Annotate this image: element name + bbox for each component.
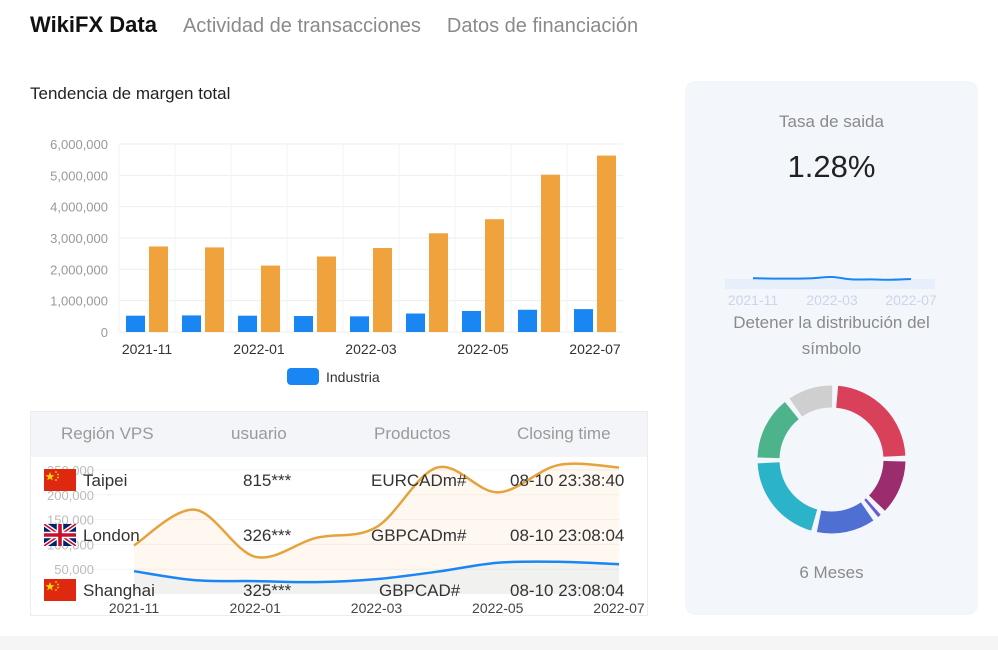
stats-side-panel: Tasa de saida 1.28% 2021-11 2022-03 2022-0… (685, 81, 978, 615)
y-tick-label: 150,000 (47, 513, 94, 528)
table-row[interactable]: Shanghai 325*** GBPCAD# 08-10 23:08:04 (31, 573, 647, 613)
bar-total-margin (149, 246, 168, 332)
bar-industria (126, 315, 145, 332)
vps-table: 50,000100,000150,000200,000250,0002021-1… (30, 411, 648, 616)
china-flag-icon (44, 579, 76, 601)
orange-series-line (133, 462, 620, 559)
y-tick-label: 50,000 (54, 562, 94, 577)
donut-segment (757, 462, 818, 531)
y-tick-label: 0 (101, 325, 108, 340)
row-user: 325*** (243, 581, 292, 600)
sparkline-area (725, 279, 935, 289)
donut-segment (836, 385, 906, 457)
y-tick-label: 2,000,000 (50, 262, 108, 277)
y-tick-label: 3,000,000 (50, 231, 108, 246)
row-product: EURCADm# (371, 471, 467, 490)
x-tick-label: 2022-03 (351, 600, 403, 616)
bar-total-margin (205, 247, 224, 332)
x-tick-label: 2022-07 (569, 341, 621, 357)
donut-segment (864, 498, 881, 517)
row-user: 815*** (243, 471, 292, 490)
exit-rate-label: Tasa de saida (779, 112, 884, 131)
tab-datos-financiacion[interactable]: Datos de financiación (446, 15, 639, 37)
exit-rate-value: 1.28% (787, 149, 876, 184)
row-product: GBPCADm# (371, 526, 467, 545)
row-user: 326*** (243, 526, 292, 545)
bar-industria (238, 315, 257, 332)
tab-actividad-transacciones[interactable]: Actividad de transacciones (182, 15, 421, 37)
orange-area (134, 463, 619, 594)
sparkline-x-label: 2022-03 (806, 292, 858, 308)
symbol-distribution-label: Detener la distribución del símbolo (733, 313, 930, 358)
bottom-divider (0, 636, 998, 650)
x-tick-label: 2022-01 (233, 341, 285, 357)
bar-total-margin (541, 174, 560, 332)
exit-rate-sparkline: 2021-11 2022-03 2022-07 (725, 275, 937, 308)
x-tick-label: 2022-07 (593, 600, 645, 616)
row-product: GBPCAD# (379, 581, 461, 600)
y-tick-label: 5,000,000 (50, 168, 108, 183)
blue-series-line (133, 560, 620, 584)
bar-total-margin (429, 233, 448, 332)
donut-segment (816, 502, 874, 534)
header-region: Región VPS (61, 424, 154, 443)
table-row[interactable]: London 326*** GBPCADm# 08-10 23:08:04 (31, 518, 647, 558)
donut-segment (757, 402, 799, 459)
header-productos: Productos (374, 424, 451, 443)
bar-industria (294, 316, 313, 332)
sparkline-x-label: 2021-11 (728, 292, 779, 308)
y-tick-label: 4,000,000 (50, 200, 108, 215)
row-time: 08-10 23:08:04 (510, 581, 625, 600)
bar-industria (518, 309, 537, 332)
x-tick-label: 2022-03 (345, 341, 397, 357)
blue-area (134, 561, 619, 594)
x-tick-label: 2021-11 (122, 341, 173, 357)
bar-industria (182, 315, 201, 332)
row-region: Shanghai (83, 581, 155, 600)
table-row[interactable]: Taipei 815*** EURCADm# 08-10 23:38:40 (31, 463, 647, 503)
header-closing-time: Closing time (517, 424, 611, 443)
bar-industria (350, 316, 369, 332)
legend-swatch-industria (287, 368, 319, 385)
x-tick-label: 2022-01 (230, 600, 282, 616)
sparkline-line (752, 275, 912, 281)
vps-table-header (31, 412, 647, 457)
legend-label-industria: Industria (326, 368, 380, 385)
symbol-distribution-donut (757, 385, 906, 534)
bar-industria (462, 311, 481, 332)
x-tick-label: 2022-05 (472, 600, 524, 616)
tab-wikifx-data[interactable]: WikiFX Data (30, 12, 157, 37)
header-usuario: usuario (231, 424, 287, 443)
bar-total-margin (485, 219, 504, 332)
y-tick-label: 6,000,000 (50, 137, 108, 152)
sparkline-x-label: 2022-07 (885, 292, 937, 308)
row-region: London (83, 526, 140, 545)
period-label[interactable]: 6 Meses (799, 563, 864, 582)
uk-flag-icon (44, 524, 76, 546)
china-flag-icon (44, 469, 76, 491)
bar-industria (406, 313, 425, 332)
x-tick-label: 2021-11 (109, 600, 160, 616)
donut-segment (789, 385, 833, 417)
top-tabs: WikiFX Data Actividad de transacciones D… (30, 12, 638, 42)
bar-total-margin (373, 248, 392, 332)
bar-chart-legend[interactable]: Industria (287, 368, 380, 385)
donut-segment (869, 460, 906, 511)
y-tick-label: 1,000,000 (50, 294, 108, 309)
y-tick-label: 200,000 (47, 488, 94, 503)
margin-bar-chart: 0 1,000,000 2,000,000 3,000,000 4,000,000 5,0… (50, 137, 623, 357)
margin-section-title: Tendencia de margen total (30, 84, 231, 103)
x-tick-label: 2022-05 (457, 341, 509, 357)
bar-total-margin (317, 256, 336, 332)
bar-total-margin (261, 265, 280, 332)
row-time: 08-10 23:38:40 (510, 471, 625, 490)
bar-industria (574, 309, 593, 332)
row-time: 08-10 23:08:04 (510, 526, 625, 545)
bar-total-margin (597, 155, 616, 332)
row-region: Taipei (83, 471, 128, 490)
